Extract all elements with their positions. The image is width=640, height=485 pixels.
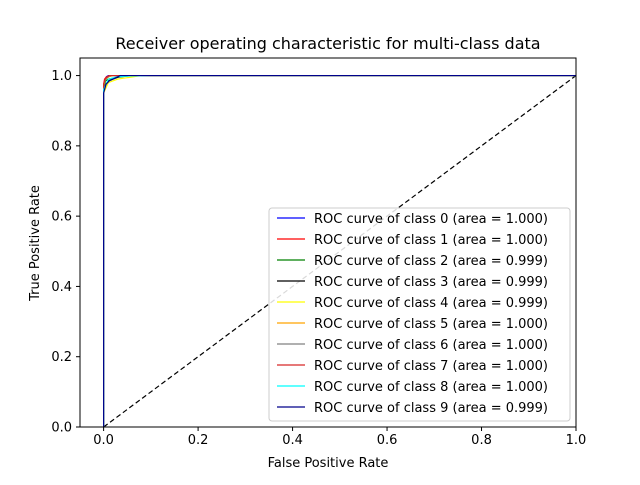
axes-frame [79,57,577,428]
roc-curve-class-9 [103,74,576,427]
legend: ROC curve of class 0 (area = 1.000) ROC c… [268,207,571,422]
legend-label-class-8: ROC curve of class 8 (area = 1.000) [314,380,548,395]
legend-label-class-5: ROC curve of class 5 (area = 1.000) [314,317,548,332]
y-tick-label: 0.6 [51,210,72,225]
x-tick-label: 1.0 [566,433,587,448]
legend-label-class-4: ROC curve of class 4 (area = 0.999) [314,296,548,311]
reference-diagonal-line [103,75,576,427]
axis-ticks: 0.0 0.2 0.4 0.6 0.8 1.0 0.0 0.2 0.4 0.6 0.8 1.0 [51,69,586,448]
legend-label-class-6: ROC curve of class 6 (area = 1.000) [314,338,548,353]
x-tick-label: 0.0 [93,433,114,448]
y-tick-label: 0.4 [51,280,72,295]
legend-label-class-7: ROC curve of class 7 (area = 1.000) [314,359,548,374]
legend-label-class-9: ROC curve of class 9 (area = 0.999) [314,401,548,416]
plot-area [79,57,577,428]
y-tick-label: 0.8 [51,139,72,154]
y-axis-label: True Positive Rate [28,185,43,302]
legend-label-class-1: ROC curve of class 1 (area = 1.000) [314,233,548,248]
legend-label-class-2: ROC curve of class 2 (area = 0.999) [314,254,548,269]
chart-title: Receiver operating characteristic for mu… [115,34,540,53]
x-tick-label: 0.2 [188,433,209,448]
legend-label-class-0: ROC curve of class 0 (area = 1.000) [314,212,548,227]
x-tick-label: 0.4 [282,433,303,448]
y-tick-label: 1.0 [51,69,72,84]
x-tick-label: 0.8 [471,433,492,448]
y-tick-label: 0.2 [51,350,72,365]
legend-label-class-3: ROC curve of class 3 (area = 0.999) [314,275,548,290]
x-axis-label: False Positive Rate [268,456,389,471]
y-tick-label: 0.0 [51,421,72,436]
legend-box [268,207,571,422]
x-tick-label: 0.6 [377,433,398,448]
